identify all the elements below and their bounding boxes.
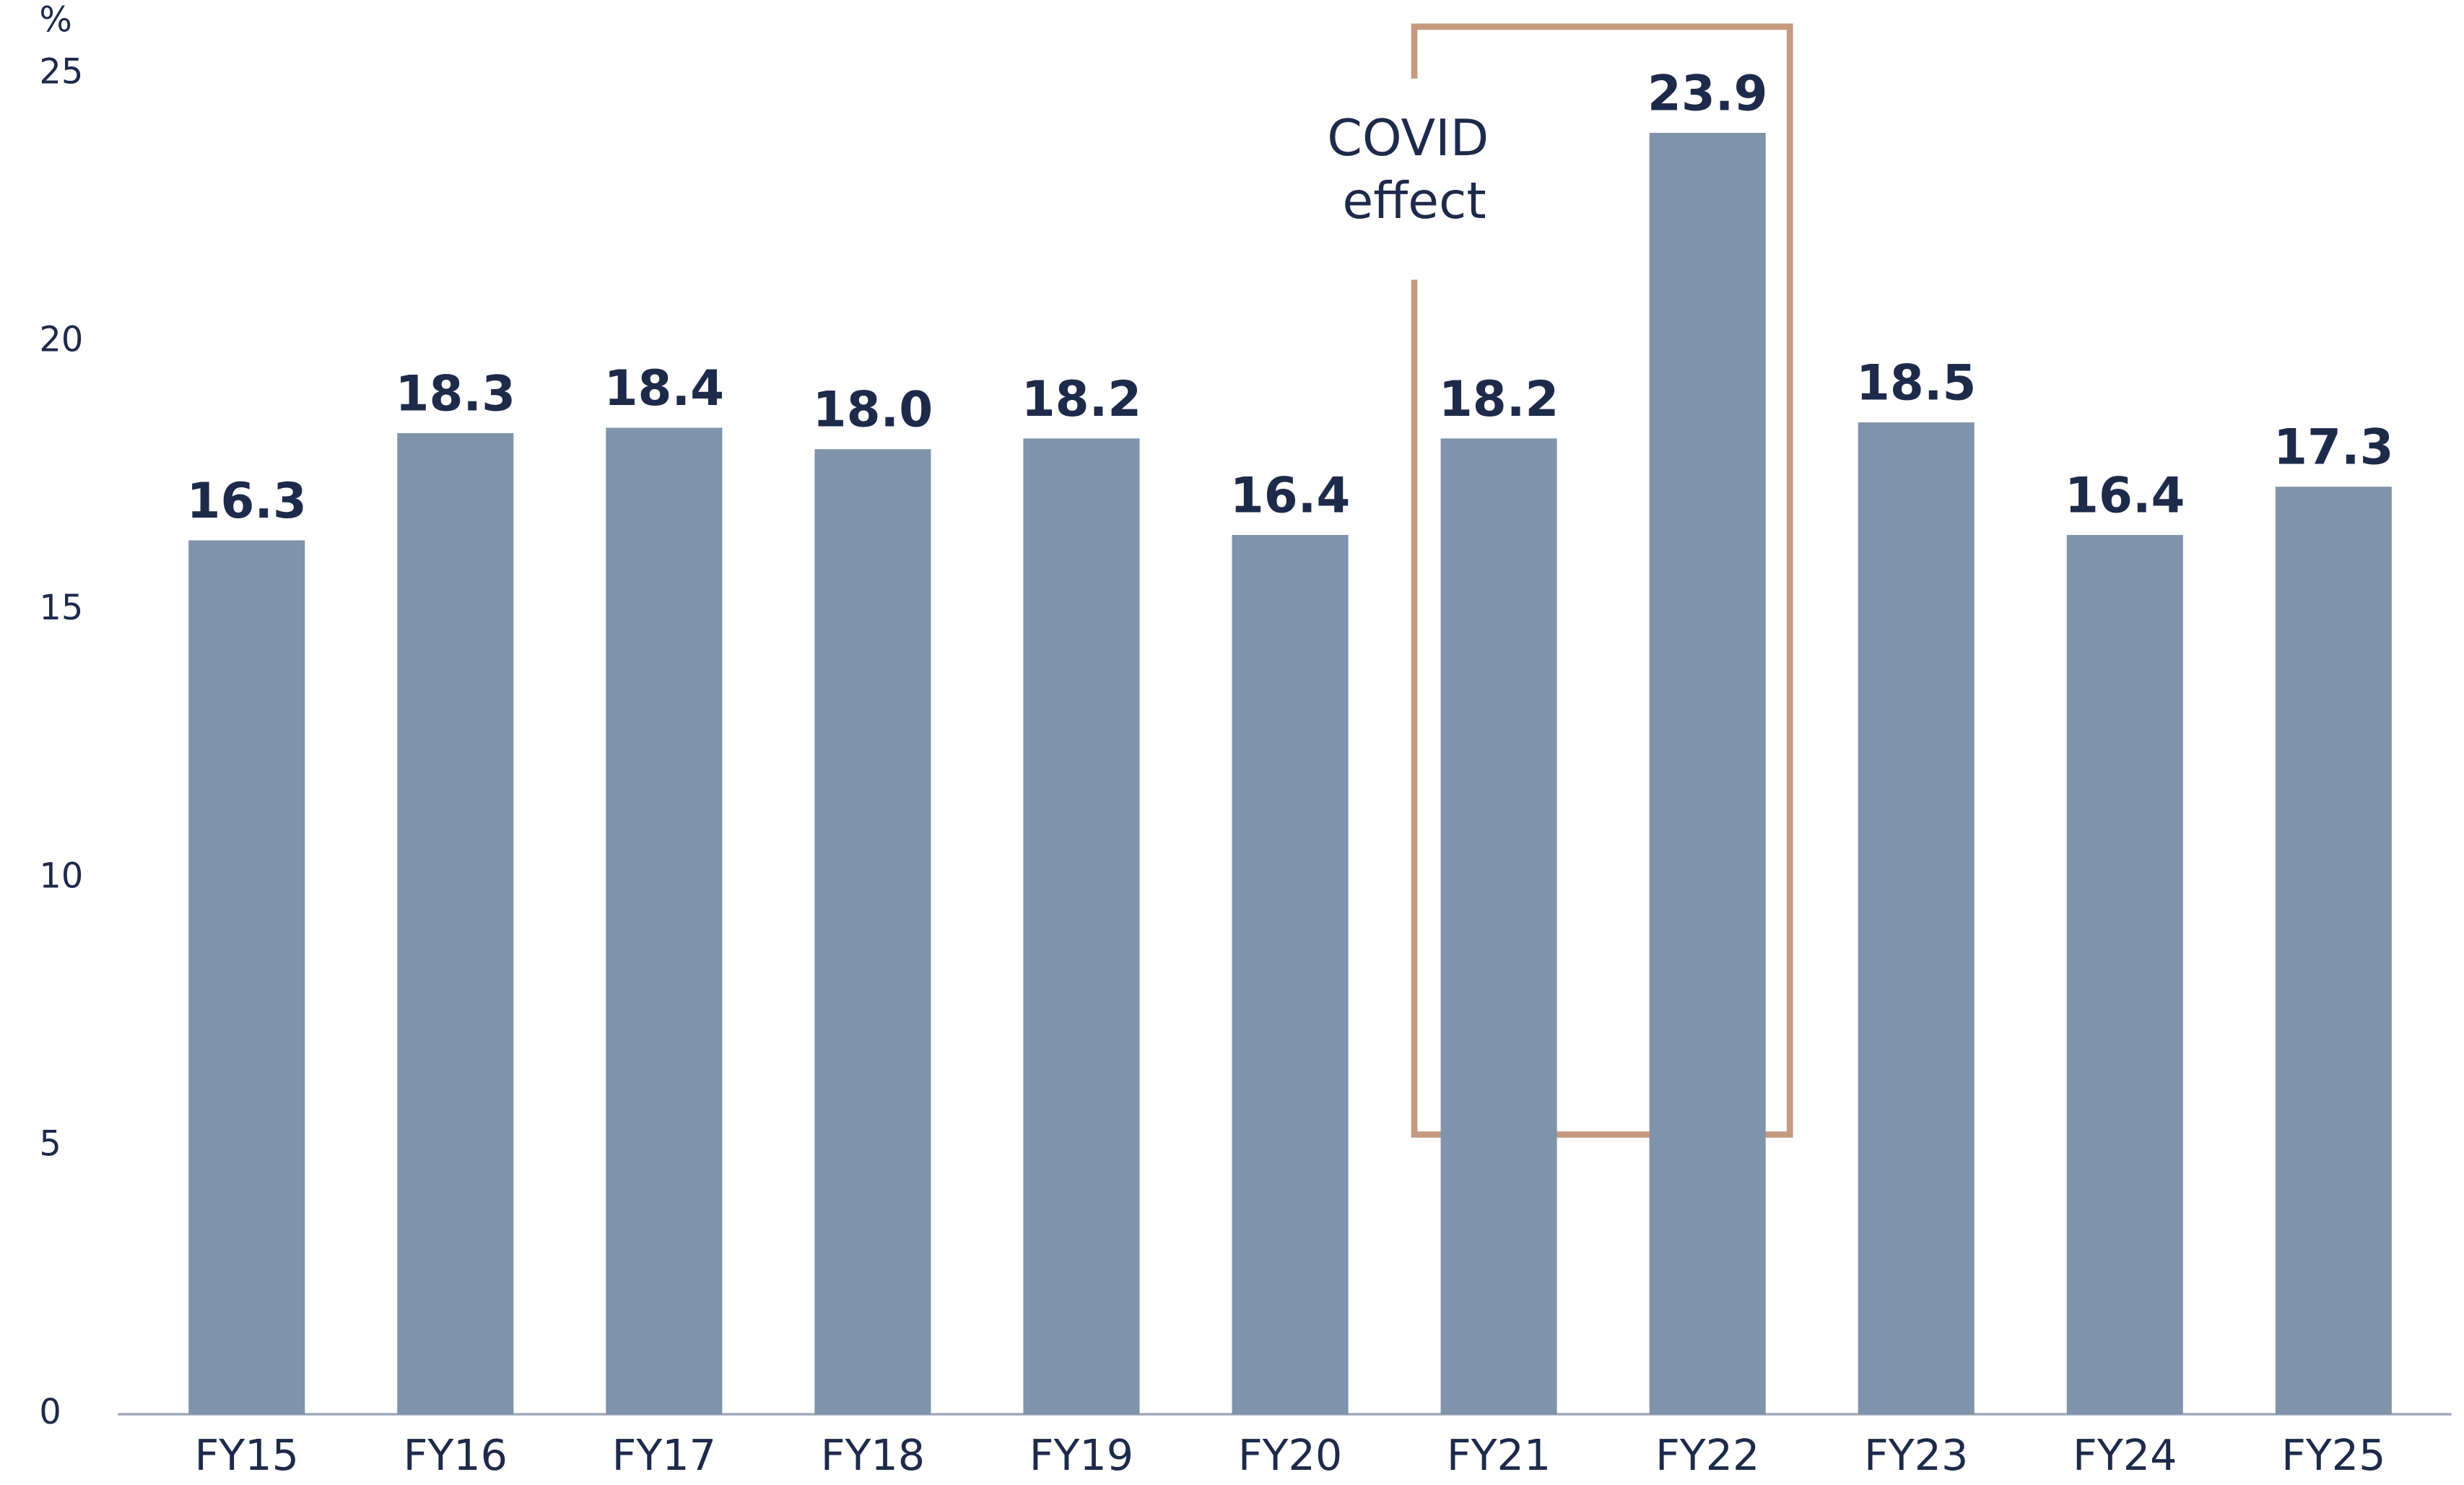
x-tick-label: FY20	[1238, 1430, 1342, 1480]
value-label: 17.3	[2273, 419, 2393, 476]
x-tick-label: FY23	[1864, 1430, 1968, 1480]
value-label: 16.4	[2065, 467, 2185, 524]
bar	[1858, 422, 1975, 1415]
covid-bracket	[1411, 23, 1793, 1138]
y-tick-label: 25	[39, 52, 83, 92]
value-label: 16.4	[1230, 467, 1350, 524]
y-tick-label: 20	[39, 321, 83, 360]
annotation: COVID	[1327, 109, 1489, 167]
x-tick-label: FY19	[1029, 1430, 1133, 1480]
bar	[1649, 133, 1766, 1415]
bar	[814, 449, 931, 1415]
y-tick-label: 5	[39, 1125, 61, 1164]
value-label: 18.2	[1022, 370, 1141, 427]
value-label: 18.3	[396, 365, 515, 422]
y-tick-label: 10	[39, 856, 83, 896]
value-label: 18.5	[1856, 354, 1976, 411]
value-label: 18.4	[604, 360, 724, 417]
x-tick-label: FY25	[2281, 1430, 2385, 1480]
annotation: effect	[1342, 172, 1486, 230]
bar	[1440, 438, 1557, 1415]
x-tick-label: FY16	[404, 1430, 508, 1480]
bar	[1023, 438, 1140, 1415]
bar	[188, 540, 305, 1415]
bar	[1232, 535, 1349, 1415]
x-tick-label: FY24	[2073, 1430, 2177, 1480]
value-label: 23.9	[1647, 65, 1767, 122]
y-tick-label: 0	[39, 1393, 61, 1432]
x-tick-label: FY22	[1655, 1430, 1759, 1480]
bar	[2066, 535, 2183, 1415]
y-tick-label: 15	[39, 588, 83, 628]
x-tick-label: FY15	[195, 1430, 299, 1480]
x-tick-label: FY21	[1447, 1430, 1551, 1480]
bar	[397, 432, 514, 1415]
x-tick-label: FY18	[821, 1430, 925, 1480]
y-axis-label: %	[39, 1, 72, 40]
x-tick-label: FY17	[612, 1430, 716, 1480]
bar	[2275, 487, 2392, 1415]
value-label: 18.2	[1439, 370, 1559, 427]
bar	[606, 427, 723, 1415]
value-label: 18.0	[813, 381, 933, 438]
value-label: 16.3	[187, 472, 307, 529]
